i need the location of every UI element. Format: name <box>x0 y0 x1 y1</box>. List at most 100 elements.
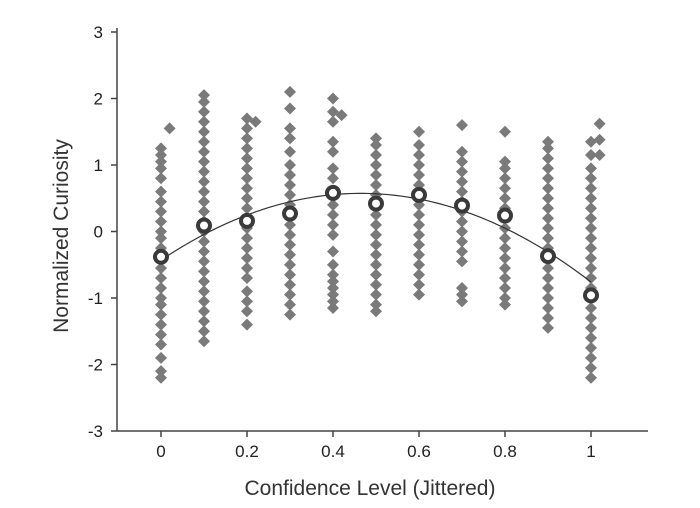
data-point <box>155 262 167 275</box>
data-point <box>413 268 425 281</box>
data-point <box>155 371 167 384</box>
data-point <box>198 335 210 348</box>
data-point <box>370 149 382 162</box>
data-point <box>585 135 597 148</box>
data-point <box>542 311 554 324</box>
x-tick-label: 1 <box>586 442 595 461</box>
data-point <box>542 272 554 285</box>
data-point <box>370 132 382 145</box>
data-point <box>370 139 382 152</box>
data-point <box>499 262 511 275</box>
data-point <box>327 218 339 231</box>
data-point <box>542 321 554 334</box>
x-tick-label: 0.6 <box>407 442 431 461</box>
data-point <box>593 133 606 146</box>
data-point <box>198 185 210 198</box>
data-point <box>249 115 262 128</box>
x-tick-label: 0 <box>156 442 165 461</box>
y-tick-label: 2 <box>94 90 103 109</box>
data-point <box>198 95 210 108</box>
data-point <box>241 172 253 185</box>
data-point <box>585 212 597 225</box>
data-point <box>499 155 511 168</box>
data-point <box>542 282 554 295</box>
data-point <box>542 262 554 275</box>
data-point <box>413 125 425 138</box>
data-point <box>284 132 296 145</box>
data-point <box>499 232 511 245</box>
data-point <box>198 285 210 298</box>
data-point <box>456 119 468 132</box>
data-point <box>542 135 554 148</box>
data-point <box>585 331 597 344</box>
data-point <box>155 205 167 218</box>
data-point <box>327 92 339 105</box>
data-point <box>241 318 253 331</box>
y-tick-label: -3 <box>88 422 103 441</box>
data-point <box>499 162 511 175</box>
data-point <box>241 192 253 205</box>
data-point <box>241 162 253 175</box>
data-point <box>585 301 597 314</box>
data-point <box>155 185 167 198</box>
data-point <box>456 165 468 178</box>
data-point <box>198 325 210 338</box>
data-point <box>241 122 253 135</box>
data-point <box>499 172 511 185</box>
data-point <box>284 278 296 291</box>
data-point <box>413 228 425 241</box>
data-point <box>370 268 382 281</box>
data-point <box>327 208 339 221</box>
x-tick-label: 0.8 <box>493 442 517 461</box>
y-tick-label: 0 <box>94 223 103 242</box>
data-point <box>542 232 554 245</box>
data-point <box>542 172 554 185</box>
data-point <box>198 145 210 158</box>
data-point <box>542 192 554 205</box>
data-point <box>456 215 468 228</box>
data-point <box>241 295 253 308</box>
data-point <box>456 282 468 295</box>
data-point <box>198 295 210 308</box>
data-point <box>585 232 597 245</box>
data-point <box>327 115 339 128</box>
data-point <box>327 275 339 288</box>
data-point <box>413 208 425 221</box>
data-point <box>456 255 468 268</box>
data-point <box>241 202 253 215</box>
data-point <box>585 272 597 285</box>
axes: -3 -2 -1 0 1 2 3 0 0.2 0.4 0.6 0.8 1 <box>88 23 648 461</box>
data-point <box>456 295 468 308</box>
data-point <box>370 248 382 261</box>
data-point <box>284 85 296 98</box>
data-point <box>198 195 210 208</box>
data-point <box>198 315 210 328</box>
data-point <box>327 228 339 241</box>
data-point <box>198 105 210 118</box>
mean-marker <box>325 184 341 201</box>
data-point <box>499 292 511 304</box>
data-point <box>585 222 597 235</box>
data-point <box>370 305 382 318</box>
x-tick-label: 0.4 <box>321 442 345 461</box>
data-point <box>456 175 468 188</box>
data-point <box>456 235 468 248</box>
data-point <box>499 282 511 295</box>
data-point <box>155 338 167 351</box>
data-point <box>413 218 425 231</box>
data-point <box>241 232 253 245</box>
data-point <box>327 135 339 148</box>
data-point <box>241 252 253 265</box>
mean-marker <box>282 205 298 222</box>
data-point <box>413 159 425 171</box>
data-point <box>585 172 597 185</box>
data-point <box>456 225 468 238</box>
data-point <box>284 159 296 171</box>
data-point <box>284 102 296 115</box>
data-point <box>327 258 339 271</box>
data-point <box>413 258 425 271</box>
data-point <box>198 125 210 138</box>
mean-marker <box>153 248 169 265</box>
data-point <box>198 115 210 128</box>
data-point <box>327 288 339 301</box>
